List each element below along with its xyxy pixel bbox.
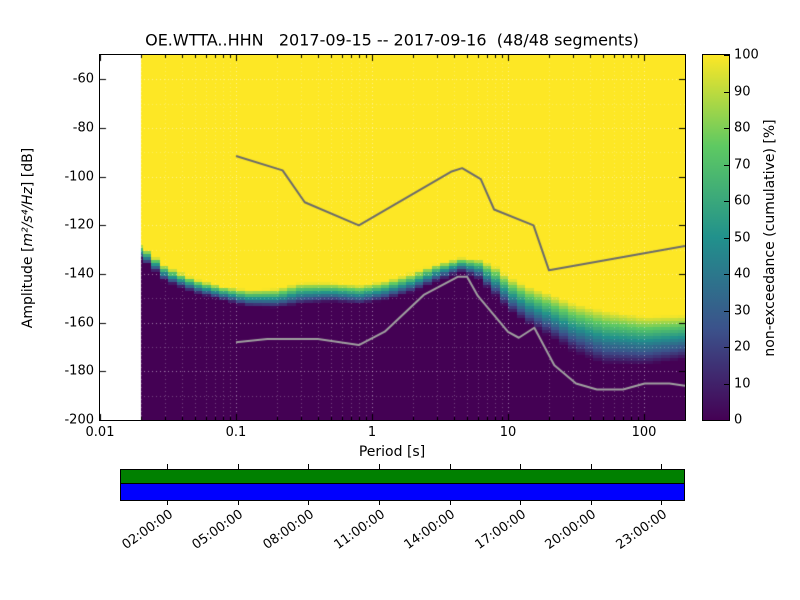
colorbar-tick [724, 310, 729, 312]
ppsd-heatmap [100, 55, 685, 420]
colorbar-tick-label: 20 [734, 339, 751, 355]
colorbar-tick-label: 0 [734, 412, 743, 428]
coverage-tick [661, 501, 663, 505]
coverage-tick [520, 501, 522, 505]
y-tick-label: -140 [64, 266, 94, 282]
colorbar-tick [724, 55, 729, 56]
coverage-tick [449, 501, 451, 505]
colorbar-tick-label: 100 [734, 47, 759, 63]
colorbar-tick-label: 40 [734, 266, 751, 282]
colorbar-tick-label: 30 [734, 303, 751, 318]
x-tick-label: 0.01 [85, 425, 115, 440]
x-tick-label: 10 [499, 425, 517, 440]
time-label: 11:00:00 [331, 507, 388, 553]
y-tick-label: -60 [72, 71, 94, 87]
y-tick-label: -180 [64, 363, 94, 379]
coverage-tick [590, 501, 592, 505]
colorbar-tick-label: 70 [734, 157, 751, 172]
colorbar-tick [724, 274, 729, 275]
time-label: 23:00:00 [613, 507, 671, 553]
colorbar-tick [724, 383, 729, 385]
colorbar-tick-label: 60 [734, 193, 751, 209]
coverage-bar-bottom [120, 483, 685, 501]
y-axis-label: Amplitude [m²/s⁴/Hz] [dB] [20, 148, 36, 328]
x-tick-label: 0.1 [225, 425, 247, 440]
colorbar-tick [724, 91, 729, 93]
colorbar-tick [724, 201, 729, 202]
coverage-tick [237, 464, 239, 469]
coverage-tick [167, 501, 169, 505]
coverage-tick [661, 464, 663, 469]
colorbar-tick [724, 347, 729, 348]
time-label: 05:00:00 [189, 507, 247, 553]
coverage-tick [167, 464, 169, 469]
coverage-tick [449, 464, 451, 469]
y-axis-label-units: m²/s⁴/Hz [20, 187, 36, 247]
coverage-tick [308, 501, 310, 505]
coverage-bar-top [120, 469, 685, 484]
colorbar-tick-label: 80 [734, 120, 751, 136]
time-label: 02:00:00 [119, 507, 176, 553]
coverage-tick [520, 464, 522, 469]
x-tick-label: 1 [367, 425, 377, 440]
y-axis-label-pre: Amplitude [ [20, 246, 36, 329]
y-tick-label: -100 [64, 169, 94, 185]
time-label: 14:00:00 [401, 507, 459, 553]
y-axis-label-post: ] [dB] [20, 147, 36, 188]
time-label: 08:00:00 [260, 507, 317, 553]
y-tick-label: -80 [72, 120, 94, 136]
plot-title: OE.WTTA..HHN 2017-09-15 -- 2017-09-16 (4… [145, 30, 639, 50]
time-label: 17:00:00 [472, 507, 529, 553]
coverage-tick [308, 464, 310, 469]
y-tick-label: -160 [64, 315, 94, 331]
colorbar-tick [724, 128, 729, 129]
y-tick-label: -200 [64, 412, 94, 428]
colorbar-tick-label: 50 [734, 230, 751, 245]
colorbar-tick-label: 10 [734, 376, 751, 391]
time-label: 20:00:00 [542, 507, 600, 553]
coverage-tick [590, 464, 592, 469]
colorbar-tick [724, 420, 729, 421]
x-tick-label: 100 [631, 425, 657, 440]
colorbar-tick-label: 90 [734, 84, 751, 99]
coverage-tick [237, 501, 239, 505]
coverage-tick [378, 501, 380, 505]
colorbar-tick [724, 164, 729, 166]
y-tick-label: -120 [64, 217, 94, 233]
colorbar-label: non-exceedance (cumulative) [%] [762, 119, 778, 357]
colorbar-tick [724, 237, 729, 239]
x-axis-label: Period [s] [358, 444, 426, 460]
coverage-tick [378, 464, 380, 469]
